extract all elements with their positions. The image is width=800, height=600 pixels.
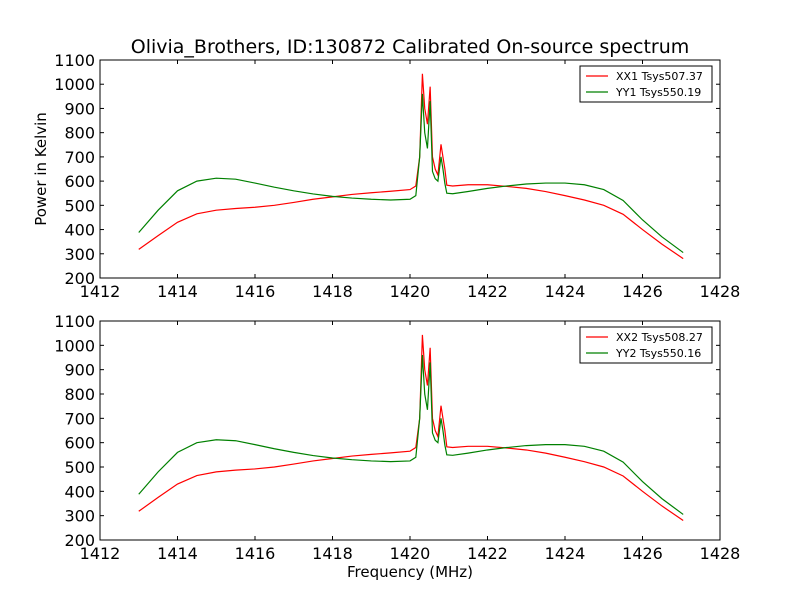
x-axis-label: Frequency (MHz) — [347, 563, 473, 581]
y-tick-label: 800 — [64, 124, 95, 143]
x-tick-label: 1414 — [157, 282, 198, 301]
x-tick-label: 1428 — [700, 544, 741, 563]
y-tick-label: 400 — [64, 221, 95, 240]
y-tick-label: 500 — [64, 458, 95, 477]
x-tick-label: 1420 — [390, 544, 431, 563]
x-tick-label: 1426 — [622, 544, 663, 563]
x-tick-label: 1412 — [80, 544, 121, 563]
y-tick-label: 800 — [64, 385, 95, 404]
y-tick-label: 900 — [64, 361, 95, 380]
y-tick-label: 700 — [64, 148, 95, 167]
legend-label: YY2 Tsys550.16 — [615, 347, 701, 360]
series-line-2 — [138, 355, 684, 515]
legend-label: XX1 Tsys507.37 — [616, 70, 703, 83]
x-tick-label: 1414 — [157, 544, 198, 563]
legend: XX1 Tsys507.37 YY1 Tsys550.19 — [579, 65, 713, 103]
top-plot-panel: 1412 1414 1416 1418 1420 1422 1424 1426 1428 200 3… — [54, 51, 740, 301]
y-axis-label: Power in Kelvin — [32, 112, 50, 226]
y-tick-label: 300 — [64, 507, 95, 526]
legend-box — [579, 65, 713, 103]
y-tick-label: 200 — [64, 269, 95, 288]
series-line-1 — [138, 73, 684, 260]
y-tick-label: 1100 — [54, 312, 95, 331]
legend: XX2 Tsys508.27 YY2 Tsys550.16 — [579, 326, 713, 364]
series-line-1 — [138, 334, 684, 522]
y-tick-label: 300 — [64, 245, 95, 264]
legend-label: XX2 Tsys508.27 — [616, 331, 703, 344]
legend-box — [579, 326, 713, 364]
y-tick-label: 700 — [64, 409, 95, 428]
y-tick-label: 200 — [64, 531, 95, 550]
y-tick-label: 400 — [64, 482, 95, 501]
y-tick-label: 1100 — [54, 51, 95, 70]
x-tick-label: 1428 — [700, 282, 741, 301]
x-tick-label: 1418 — [312, 544, 353, 563]
y-tick-label: 500 — [64, 196, 95, 215]
x-tick-label: 1424 — [545, 282, 586, 301]
x-tick-label: 1420 — [390, 282, 431, 301]
y-tick-label: 1000 — [54, 75, 95, 94]
x-tick-label: 1412 — [80, 282, 121, 301]
x-tick-label: 1422 — [467, 282, 508, 301]
legend-label: YY1 Tsys550.19 — [615, 86, 701, 99]
y-tick-label: 600 — [64, 434, 95, 453]
chart-title: Olivia_Brothers, ID:130872 Calibrated On… — [131, 36, 690, 58]
x-tick-label: 1424 — [545, 544, 586, 563]
bottom-plot-panel: 1412 1414 1416 1418 1420 1422 1424 1426 1428 200 3… — [54, 312, 740, 563]
y-tick-label: 900 — [64, 99, 95, 118]
y-tick-label: 600 — [64, 172, 95, 191]
y-tick-label: 1000 — [54, 336, 95, 355]
x-tick-label: 1418 — [312, 282, 353, 301]
x-tick-label: 1416 — [235, 282, 276, 301]
x-tick-label: 1422 — [467, 544, 508, 563]
x-tick-label: 1416 — [235, 544, 276, 563]
x-tick-label: 1426 — [622, 282, 663, 301]
series-line-2 — [138, 93, 684, 254]
